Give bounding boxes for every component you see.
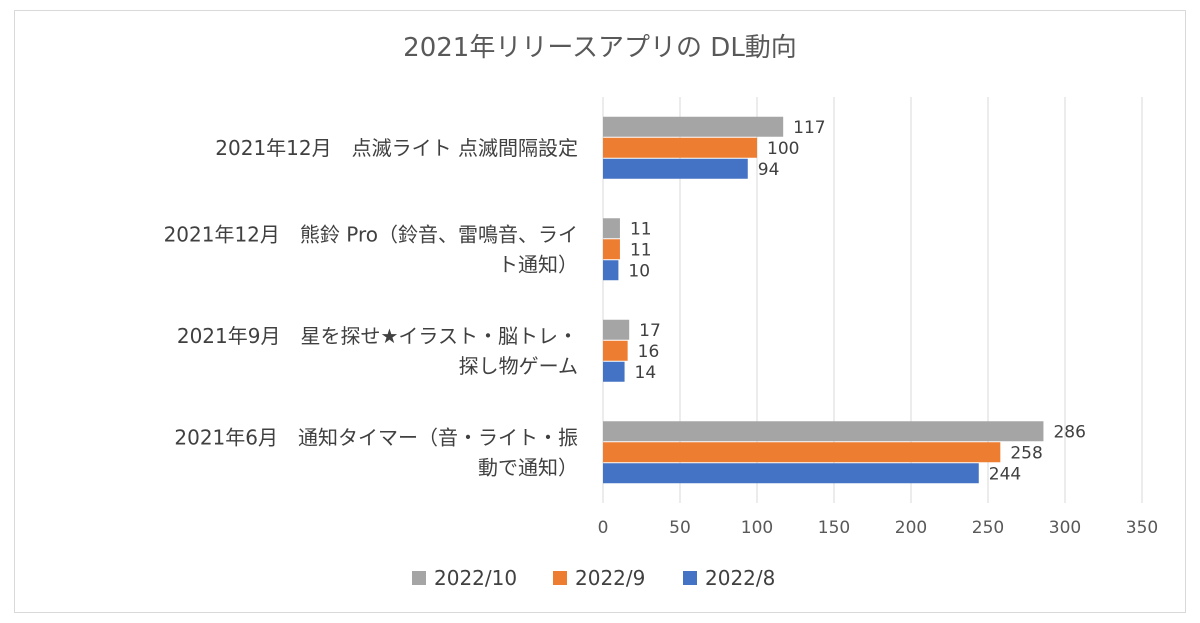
x-axis-ticks: 0 50 100 150 200 250 300 350 bbox=[598, 518, 1159, 538]
bar bbox=[603, 158, 748, 179]
category-label: 2021年12月 熊鈴 Pro（鈴音、雷鳴音、ライ bbox=[164, 222, 578, 246]
bar bbox=[603, 421, 1044, 442]
chart-title: 2021年リリースアプリの DL動向 bbox=[403, 33, 797, 63]
data-label: 286 bbox=[1053, 422, 1085, 442]
legend: 2022/10 2022/9 2022/8 bbox=[412, 566, 775, 590]
category-label: 2021年6月 通知タイマー（音・ライト・振 bbox=[174, 425, 578, 449]
data-label: 94 bbox=[758, 160, 780, 180]
data-label: 100 bbox=[767, 139, 799, 159]
x-tick-label: 350 bbox=[1126, 518, 1158, 538]
x-tick-label: 0 bbox=[598, 518, 609, 538]
x-tick-label: 300 bbox=[1049, 518, 1081, 538]
data-label: 17 bbox=[639, 321, 661, 341]
bar bbox=[603, 239, 620, 260]
data-label: 117 bbox=[793, 118, 825, 138]
x-tick-label: 200 bbox=[895, 518, 927, 538]
bar bbox=[603, 116, 784, 137]
data-label: 258 bbox=[1010, 443, 1042, 463]
bar bbox=[603, 319, 630, 340]
legend-label: 2022/8 bbox=[705, 566, 775, 590]
bar bbox=[603, 260, 619, 281]
category-label: 2021年9月 星を探せ★イラスト・脳トレ・ bbox=[177, 324, 578, 348]
data-label: 244 bbox=[989, 464, 1021, 484]
data-label: 11 bbox=[630, 240, 652, 260]
x-tick-label: 250 bbox=[972, 518, 1004, 538]
chart-frame bbox=[14, 10, 1186, 613]
bar bbox=[603, 442, 1001, 463]
bar bbox=[603, 463, 979, 484]
x-tick-label: 100 bbox=[741, 518, 773, 538]
data-label: 10 bbox=[628, 261, 650, 281]
x-tick-label: 50 bbox=[669, 518, 691, 538]
legend-swatch bbox=[553, 571, 567, 585]
legend-swatch bbox=[412, 571, 426, 585]
x-tick-label: 150 bbox=[818, 518, 850, 538]
legend-swatch bbox=[683, 571, 697, 585]
bar bbox=[603, 218, 620, 239]
bar bbox=[603, 361, 625, 382]
bar bbox=[603, 340, 628, 361]
data-label: 14 bbox=[635, 363, 657, 383]
legend-label: 2022/9 bbox=[575, 566, 645, 590]
legend-label: 2022/10 bbox=[434, 566, 517, 590]
category-label: ト通知） bbox=[498, 252, 578, 276]
category-label: 2021年12月 点滅ライト 点滅間隔設定 bbox=[215, 136, 578, 160]
data-label: 11 bbox=[630, 219, 652, 239]
category-label: 探し物ゲーム bbox=[459, 354, 578, 378]
category-labels: 2021年12月 点滅ライト 点滅間隔設定 2021年12月 熊鈴 Pro（鈴音、… bbox=[164, 136, 578, 480]
bar bbox=[603, 137, 757, 158]
category-label: 動で通知） bbox=[478, 455, 578, 479]
data-label: 16 bbox=[638, 342, 660, 362]
